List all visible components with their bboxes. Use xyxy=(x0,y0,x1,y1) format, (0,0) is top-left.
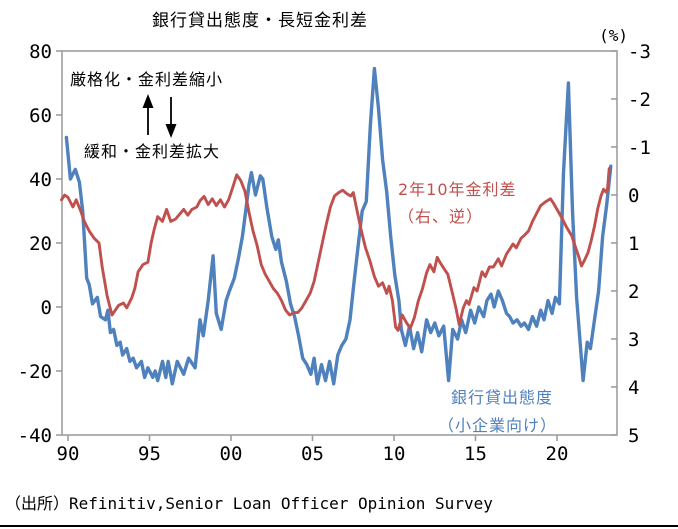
chart-title: 銀行貸出態度・長短金利差 xyxy=(152,11,368,31)
x-axis-tick-label: 15 xyxy=(464,443,487,465)
x-axis-tick-label: 00 xyxy=(220,443,243,465)
x-axis-tick-label: 90 xyxy=(57,443,80,465)
source-note: （出所）Refinitiv,Senior Loan Officer Opinio… xyxy=(5,494,493,513)
red-series-label-line1: 2年10年金利差 xyxy=(398,180,517,199)
x-axis-tick-label: 05 xyxy=(301,443,324,465)
right-axis-tick-label: 4 xyxy=(628,377,639,399)
up-arrow-head-icon xyxy=(142,94,154,108)
left-axis-tick-label: 20 xyxy=(29,233,52,255)
blue-series-label-line1: 銀行貸出態度 xyxy=(451,388,554,407)
blue-series-line xyxy=(64,66,613,386)
right-axis-tick-label: -3 xyxy=(628,41,651,63)
x-axis-tick-label: 10 xyxy=(383,443,406,465)
right-axis-tick-label: 5 xyxy=(628,425,639,447)
left-axis-tick-label: 60 xyxy=(29,105,52,127)
left-axis-tick-label: -40 xyxy=(18,425,52,447)
right-axis-tick-label: 0 xyxy=(628,185,639,207)
bottom-divider xyxy=(0,525,678,527)
down-arrow-head-icon xyxy=(165,124,177,138)
left-axis-tick-label: -20 xyxy=(18,361,52,383)
right-axis-tick-label: -2 xyxy=(628,89,651,111)
annotation-ease: 緩和・金利差拡大 xyxy=(84,142,221,161)
right-axis-unit-label: (%) xyxy=(599,26,628,45)
blue-series-label-line2: （小企業向け） xyxy=(438,416,558,435)
left-axis-tick-label: 0 xyxy=(41,297,52,319)
x-axis-tick-label: 95 xyxy=(138,443,161,465)
x-axis-tick-label: 20 xyxy=(546,443,569,465)
left-axis-tick-label: 40 xyxy=(29,169,52,191)
right-axis-tick-label: -1 xyxy=(628,137,651,159)
annotation-tighten: 厳格化・金利差縮小 xyxy=(70,70,224,89)
red-series-label-line2: （右、逆） xyxy=(398,207,484,226)
red-series-line xyxy=(60,167,611,332)
right-axis-tick-label: 3 xyxy=(628,329,639,351)
left-axis-tick-label: 80 xyxy=(29,41,52,63)
right-axis-tick-label: 2 xyxy=(628,281,639,303)
right-axis-tick-label: 1 xyxy=(628,233,639,255)
